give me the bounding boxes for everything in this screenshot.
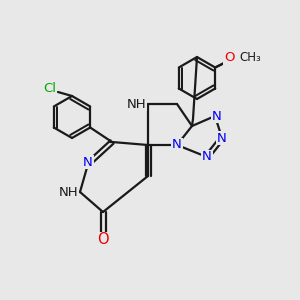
Text: NH: NH bbox=[126, 98, 146, 110]
Text: N: N bbox=[83, 155, 93, 169]
Text: N: N bbox=[172, 139, 182, 152]
Text: N: N bbox=[217, 131, 227, 145]
Text: Cl: Cl bbox=[44, 82, 56, 94]
Text: O: O bbox=[224, 51, 234, 64]
Text: N: N bbox=[212, 110, 222, 122]
Text: NH: NH bbox=[58, 185, 78, 199]
Text: O: O bbox=[97, 232, 109, 247]
Text: N: N bbox=[202, 151, 212, 164]
Text: CH₃: CH₃ bbox=[239, 51, 261, 64]
